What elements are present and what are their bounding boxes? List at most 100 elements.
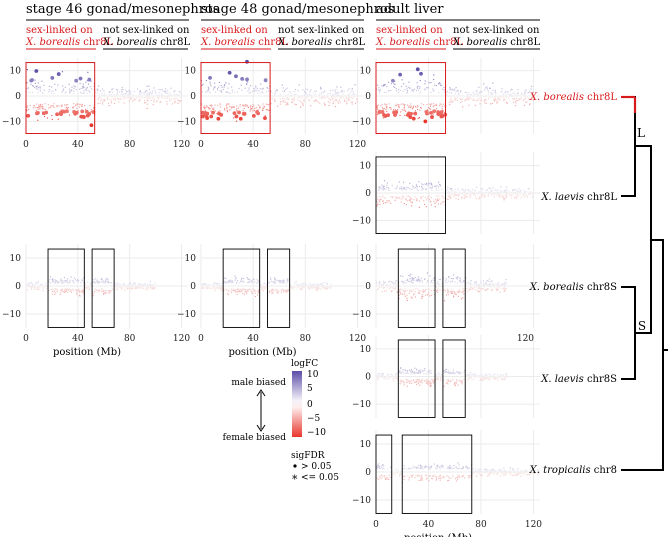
point — [509, 191, 511, 194]
point — [86, 92, 88, 94]
point — [210, 85, 212, 87]
point — [150, 283, 152, 286]
point — [270, 97, 272, 99]
point — [142, 284, 144, 286]
point — [416, 187, 418, 189]
point — [489, 284, 491, 286]
point — [497, 96, 500, 98]
point — [527, 196, 529, 198]
point — [214, 86, 216, 89]
point — [66, 290, 68, 292]
point — [480, 100, 482, 102]
point — [425, 466, 427, 468]
point — [454, 90, 456, 92]
point — [383, 189, 385, 191]
point — [202, 287, 204, 289]
point — [104, 290, 106, 292]
point — [386, 111, 388, 113]
point — [480, 193, 482, 195]
point — [452, 379, 454, 381]
point — [425, 188, 427, 190]
point — [497, 284, 499, 286]
point — [511, 194, 513, 196]
point — [456, 97, 458, 99]
point — [226, 91, 228, 94]
point — [335, 106, 337, 108]
point — [423, 200, 425, 202]
point — [472, 96, 474, 98]
point — [510, 88, 512, 90]
point — [219, 90, 221, 92]
point — [93, 279, 95, 281]
point — [159, 101, 161, 103]
point — [488, 96, 490, 98]
point — [289, 286, 291, 288]
point — [491, 93, 493, 95]
point — [202, 284, 204, 286]
point — [378, 374, 380, 376]
point — [179, 101, 181, 103]
point — [261, 91, 263, 93]
point — [288, 98, 290, 100]
point — [26, 289, 28, 291]
point — [205, 283, 207, 285]
point — [152, 286, 154, 288]
point — [125, 287, 127, 289]
point — [417, 276, 419, 278]
point — [347, 98, 349, 101]
point — [379, 199, 381, 201]
xtick-label: 80 — [300, 334, 312, 344]
point — [480, 375, 482, 377]
point — [430, 378, 432, 380]
point — [483, 195, 486, 197]
subheader-sexlinked-line1: sex-linked on — [26, 25, 93, 36]
point — [392, 377, 394, 380]
point — [392, 282, 394, 284]
xtick-label: 40 — [247, 334, 259, 344]
point — [468, 475, 471, 477]
point — [436, 290, 438, 292]
point — [432, 379, 434, 381]
point — [42, 284, 44, 287]
point — [35, 85, 37, 88]
point — [485, 472, 487, 474]
point — [429, 186, 431, 188]
point — [501, 88, 503, 90]
point — [138, 285, 140, 287]
point — [93, 85, 95, 87]
point — [452, 196, 454, 198]
point — [413, 199, 415, 201]
point — [446, 188, 449, 191]
point — [510, 474, 512, 476]
point — [203, 107, 206, 109]
region-box — [267, 248, 291, 328]
point — [441, 105, 443, 107]
point — [430, 182, 432, 184]
point — [146, 100, 149, 102]
point — [414, 367, 416, 369]
point — [417, 475, 419, 477]
point — [387, 186, 389, 189]
point — [415, 106, 417, 108]
point — [223, 108, 225, 110]
point — [440, 379, 442, 381]
point — [51, 293, 53, 295]
point — [36, 282, 38, 284]
point — [237, 290, 239, 292]
point — [456, 89, 459, 91]
point — [238, 87, 240, 90]
point — [139, 96, 141, 98]
point — [348, 97, 350, 99]
point — [458, 93, 460, 95]
point — [103, 90, 105, 92]
point — [455, 86, 457, 89]
point — [473, 99, 475, 101]
point — [495, 191, 497, 193]
point — [469, 375, 471, 377]
point — [223, 277, 225, 279]
point — [491, 192, 493, 194]
point — [484, 191, 486, 193]
point — [399, 372, 401, 374]
point — [415, 372, 417, 374]
point — [503, 467, 505, 469]
